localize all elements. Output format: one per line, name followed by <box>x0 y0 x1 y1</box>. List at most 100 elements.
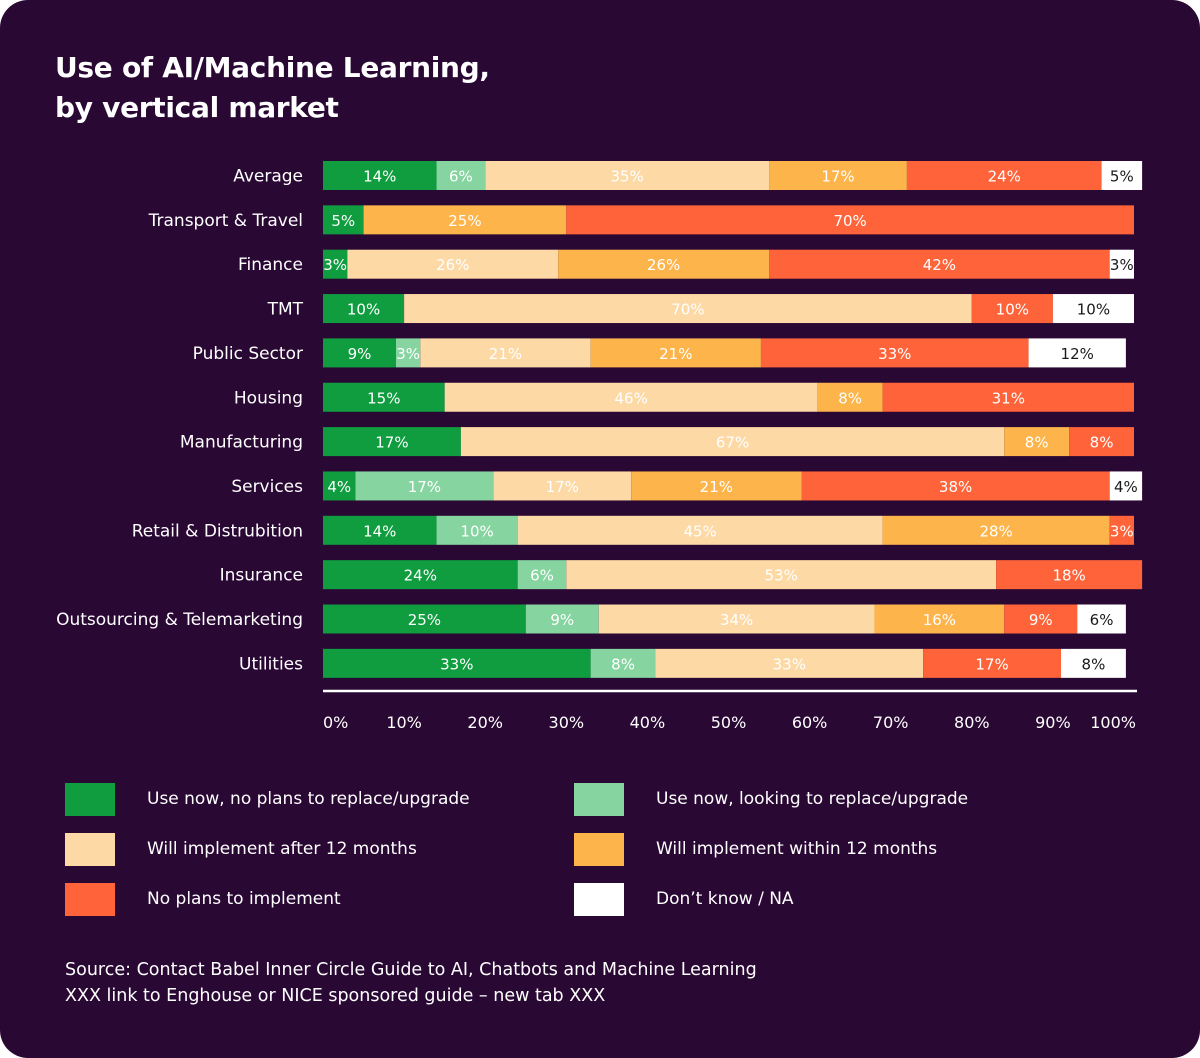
data-label: 9% <box>348 345 372 363</box>
chart-title-line-1: Use of AI/Machine Learning, <box>55 51 490 84</box>
bar-segment <box>323 604 526 634</box>
data-label: 70% <box>833 212 866 230</box>
legend-swatch <box>65 883 115 916</box>
bar-segment <box>323 382 445 412</box>
bar-segment <box>1101 161 1143 190</box>
data-label: 45% <box>683 522 716 540</box>
data-label: 8% <box>1090 434 1114 452</box>
data-label: 17% <box>546 478 579 496</box>
category-label: TMT <box>267 300 304 320</box>
bar-segment <box>347 249 559 279</box>
bar-segment <box>460 427 1005 457</box>
category-label: Utilities <box>239 654 303 674</box>
bar-segment <box>906 161 1102 190</box>
category-label: Retail & Distrubition <box>132 521 303 541</box>
x-tick-label: 50% <box>711 713 747 732</box>
bar-segment <box>1109 249 1134 279</box>
bar-segment <box>760 338 1029 368</box>
legend-swatch <box>574 833 624 866</box>
x-tick-label: 0% <box>323 713 348 732</box>
chart-title: Use of AI/Machine Learning, by vertical … <box>55 48 855 128</box>
x-tick-label: 60% <box>792 713 828 732</box>
bar-segment <box>525 604 599 634</box>
bar-segment <box>323 338 396 368</box>
bar-segment <box>323 515 437 545</box>
bar-segment <box>485 161 770 190</box>
bar-segment <box>436 515 518 545</box>
data-label: 21% <box>700 478 733 496</box>
data-label: 46% <box>615 389 648 407</box>
bar-segment <box>817 382 883 412</box>
data-label: 26% <box>647 256 680 274</box>
x-tick-label: 90% <box>1035 713 1071 732</box>
data-label: 18% <box>1052 567 1085 585</box>
data-label: 5% <box>1110 168 1134 186</box>
data-label: 33% <box>440 655 473 673</box>
data-label: 8% <box>1025 434 1049 452</box>
data-label: 25% <box>408 611 441 629</box>
x-tick-label: 80% <box>954 713 990 732</box>
legend-label: Will implement after 12 months <box>147 839 417 859</box>
legend-swatch <box>574 883 624 916</box>
data-label: 3% <box>323 256 347 274</box>
category-label: Public Sector <box>193 344 303 364</box>
x-tick-label: 100% <box>1090 713 1136 732</box>
data-label: 17% <box>975 655 1008 673</box>
x-tick-label: 20% <box>467 713 503 732</box>
bar-segment <box>493 471 632 501</box>
data-label: 9% <box>1029 611 1053 629</box>
category-label: Finance <box>238 255 303 275</box>
bar-segment <box>517 560 567 590</box>
bar-segment <box>923 648 1062 678</box>
data-label: 12% <box>1061 345 1094 363</box>
category-label: Services <box>231 477 303 497</box>
bar-segment <box>1069 427 1134 457</box>
data-label: 14% <box>363 522 396 540</box>
data-label: 9% <box>550 611 574 629</box>
bar-segment <box>882 382 1134 412</box>
bar-segment <box>1004 604 1078 634</box>
data-label: 6% <box>530 567 554 585</box>
data-label: 4% <box>1114 478 1138 496</box>
category-label: Manufacturing <box>180 433 303 453</box>
bar-segment <box>882 515 1110 545</box>
source-note: Source: Contact Babel Inner Circle Guide… <box>65 957 1065 1009</box>
bar-segment <box>590 338 761 368</box>
data-label: 14% <box>363 168 396 186</box>
bar-segment <box>566 205 1134 235</box>
bar-segment <box>436 161 486 190</box>
bar-segment <box>631 471 802 501</box>
bar-segment <box>1028 338 1126 368</box>
x-tick-label: 10% <box>386 713 422 732</box>
data-label: 26% <box>436 256 469 274</box>
bar-segment <box>801 471 1110 501</box>
bar-segment <box>874 604 1005 634</box>
source-line-2: XXX link to Enghouse or NICE sponsored g… <box>65 986 606 1006</box>
bar-segment <box>655 648 924 678</box>
data-label: 3% <box>1110 256 1134 274</box>
category-label: Outsourcing & Telemarketing <box>56 610 303 630</box>
category-label: Average <box>233 167 303 187</box>
bar-segment <box>323 427 461 457</box>
data-label: 3% <box>1110 522 1134 540</box>
data-label: 10% <box>996 301 1029 319</box>
legend-swatch <box>65 783 115 816</box>
data-label: 28% <box>979 522 1012 540</box>
legend-swatch <box>574 783 624 816</box>
bar-segment <box>996 560 1143 590</box>
data-label: 24% <box>404 567 437 585</box>
data-label: 67% <box>716 434 749 452</box>
data-label: 10% <box>1077 301 1110 319</box>
bar-segment <box>1109 515 1134 545</box>
data-label: 17% <box>408 478 441 496</box>
bar-segment <box>1061 648 1126 678</box>
legend-label: Don’t know / NA <box>656 889 794 909</box>
category-label: Insurance <box>220 566 303 586</box>
source-line-1: Source: Contact Babel Inner Circle Guide… <box>65 960 757 980</box>
data-label: 33% <box>773 655 806 673</box>
bar-segment <box>323 161 437 190</box>
data-label: 5% <box>331 212 355 230</box>
bar-segment <box>1004 427 1070 457</box>
legend-label: Will implement within 12 months <box>656 839 938 859</box>
stacked-bar-chart: Average 14% 6% 35% 17% 24% 5% Transport & Trave… <box>56 161 1143 732</box>
